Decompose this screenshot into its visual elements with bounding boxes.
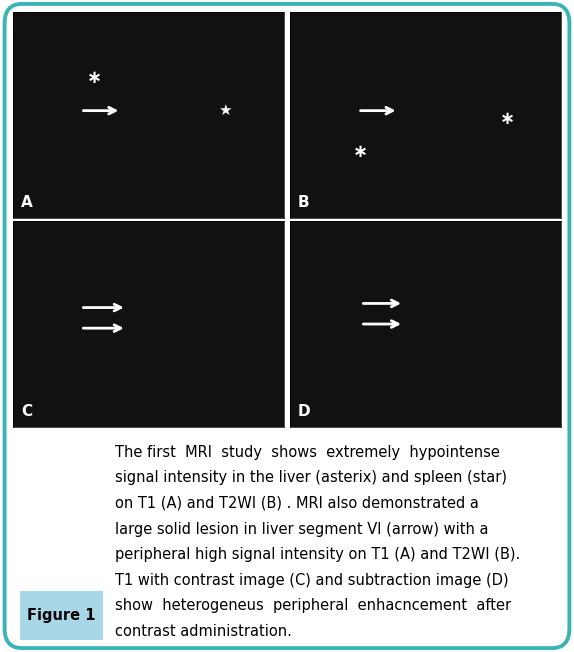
Text: B: B: [298, 194, 309, 209]
Text: The first  MRI  study  shows  extremely  hypointense: The first MRI study shows extremely hypo…: [115, 445, 500, 460]
Text: Figure 1: Figure 1: [28, 608, 96, 623]
Text: show  heterogeneus  peripheral  enhacncement  after: show heterogeneus peripheral enhacncemen…: [115, 599, 511, 614]
Text: ∗: ∗: [353, 143, 368, 161]
Text: T1 with contrast image (C) and subtraction image (D): T1 with contrast image (C) and subtracti…: [115, 573, 509, 588]
Text: contrast administration.: contrast administration.: [115, 624, 292, 639]
Text: D: D: [298, 404, 311, 419]
Text: C: C: [21, 404, 32, 419]
Text: ∗: ∗: [87, 68, 102, 87]
Text: on T1 (A) and T2WI (B) . MRI also demonstrated a: on T1 (A) and T2WI (B) . MRI also demons…: [115, 496, 479, 511]
FancyBboxPatch shape: [20, 591, 103, 640]
FancyBboxPatch shape: [5, 4, 569, 648]
Text: peripheral high signal intensity on T1 (A) and T2WI (B).: peripheral high signal intensity on T1 (…: [115, 547, 520, 562]
Text: ★: ★: [218, 103, 231, 118]
Text: A: A: [21, 194, 33, 209]
Text: large solid lesion in liver segment VI (arrow) with a: large solid lesion in liver segment VI (…: [115, 522, 488, 537]
Text: signal intensity in the liver (asterix) and spleen (star): signal intensity in the liver (asterix) …: [115, 470, 507, 485]
Text: ∗: ∗: [499, 110, 515, 128]
